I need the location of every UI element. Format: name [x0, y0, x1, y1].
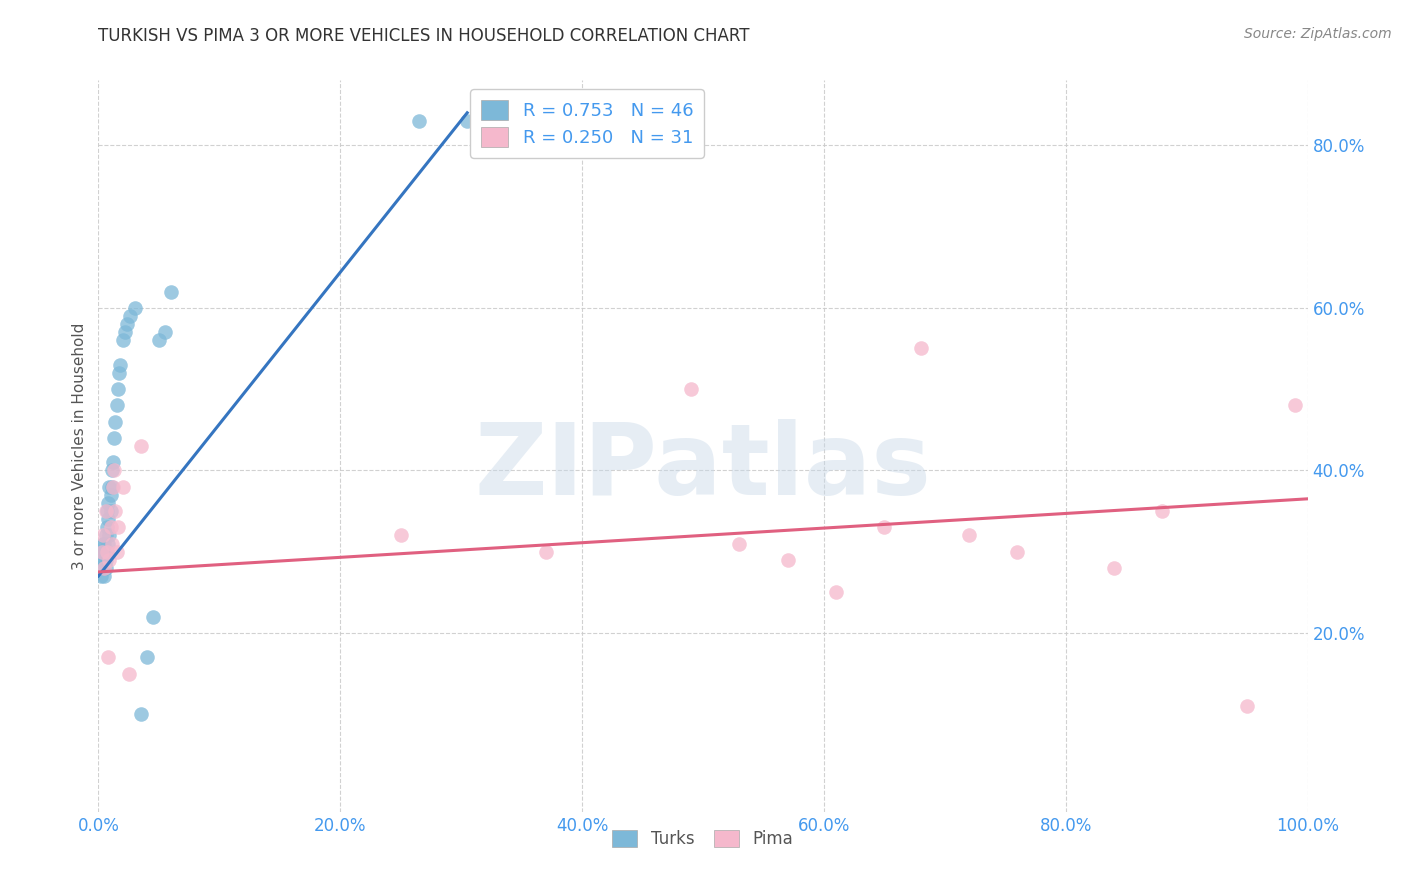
Point [94, 528, 117, 542]
Point [776, 553, 799, 567]
Point [93, 553, 115, 567]
Point [389, 528, 412, 542]
Point [107, 382, 129, 396]
Point [97, 650, 120, 665]
Point [117, 317, 139, 331]
Text: TURKISH VS PIMA 3 OR MORE VEHICLES IN HOUSEHOLD CORRELATION CHART: TURKISH VS PIMA 3 OR MORE VEHICLES IN HO… [98, 27, 749, 45]
Point [94, 553, 117, 567]
Point [91, 544, 114, 558]
Point [91, 561, 114, 575]
Point [91, 528, 114, 542]
Point [94, 504, 117, 518]
Point [111, 334, 134, 348]
Point [108, 358, 131, 372]
Point [456, 114, 478, 128]
Point [100, 504, 122, 518]
Point [91, 544, 114, 558]
Point [103, 463, 125, 477]
Point [100, 480, 122, 494]
Point [98, 553, 121, 567]
Point [129, 439, 152, 453]
Point [118, 309, 141, 323]
Point [957, 528, 980, 542]
Point [107, 520, 129, 534]
Point [94, 544, 117, 558]
Point [408, 114, 430, 128]
Point [100, 520, 122, 534]
Point [96, 544, 118, 558]
Y-axis label: 3 or more Vehicles in Household: 3 or more Vehicles in Household [72, 322, 87, 570]
Point [160, 285, 183, 299]
Point [104, 504, 127, 518]
Point [104, 415, 127, 429]
Point [93, 569, 115, 583]
Point [1236, 699, 1258, 714]
Point [100, 463, 122, 477]
Point [97, 512, 120, 526]
Point [101, 455, 124, 469]
Legend: Turks, Pima: Turks, Pima [606, 823, 800, 855]
Point [97, 496, 120, 510]
Point [98, 528, 121, 542]
Point [118, 666, 141, 681]
Point [153, 325, 176, 339]
Point [114, 325, 136, 339]
Point [1152, 504, 1174, 518]
Point [98, 480, 121, 494]
Point [94, 561, 117, 575]
Point [142, 609, 165, 624]
Point [100, 488, 122, 502]
Point [101, 480, 124, 494]
Point [91, 544, 114, 558]
Point [129, 707, 152, 722]
Point [96, 504, 118, 518]
Point [96, 544, 118, 558]
Point [1284, 398, 1306, 412]
Point [100, 536, 122, 550]
Point [825, 585, 848, 599]
Text: Source: ZipAtlas.com: Source: ZipAtlas.com [1244, 27, 1392, 41]
Point [1102, 561, 1125, 575]
Point [1007, 544, 1029, 558]
Point [90, 569, 112, 583]
Text: ZIPatlas: ZIPatlas [475, 419, 931, 516]
Point [873, 520, 896, 534]
Point [91, 536, 114, 550]
Point [105, 544, 128, 558]
Point [96, 520, 118, 534]
Point [93, 544, 115, 558]
Point [91, 553, 114, 567]
Point [124, 301, 146, 315]
Point [93, 536, 115, 550]
Point [103, 431, 125, 445]
Point [97, 536, 120, 550]
Point [148, 334, 170, 348]
Point [910, 342, 932, 356]
Point [111, 480, 134, 494]
Point [534, 544, 557, 558]
Point [108, 366, 131, 380]
Point [93, 561, 115, 575]
Point [105, 398, 128, 412]
Point [679, 382, 702, 396]
Point [728, 536, 751, 550]
Point [135, 650, 157, 665]
